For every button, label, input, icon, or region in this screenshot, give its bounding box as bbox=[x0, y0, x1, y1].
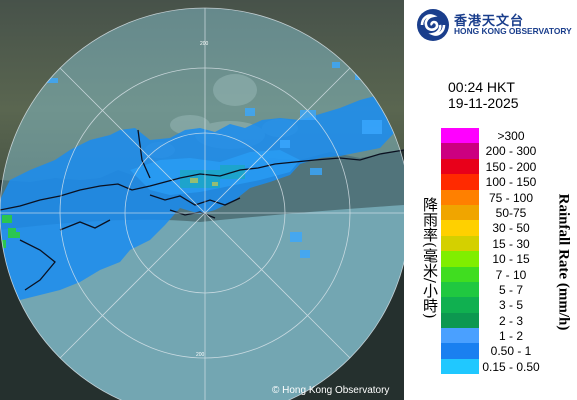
legend-row: 50-75 bbox=[441, 204, 543, 221]
range-ring-label: 200 bbox=[200, 41, 209, 47]
legend-row: 3 - 5 bbox=[441, 297, 543, 313]
legend-row: 30 - 50 bbox=[441, 220, 543, 236]
timestamp-time: 00:24 HKT bbox=[448, 79, 515, 95]
legend-swatch bbox=[441, 297, 479, 313]
rainfall-legend: >300 200 - 300 150 - 200 100 - 150 75 - 100 5… bbox=[441, 128, 543, 375]
legend-label: 5 - 7 bbox=[498, 282, 523, 297]
legend-label: 30 - 50 bbox=[492, 221, 530, 236]
legend-title-english-wrapper: Rainfall Rate (mm/h) bbox=[555, 172, 572, 352]
legend-swatch bbox=[441, 128, 479, 144]
legend-swatch bbox=[441, 328, 479, 344]
legend-label: 75 - 100 bbox=[488, 190, 534, 205]
legend-swatch bbox=[441, 174, 479, 190]
legend-row: 75 - 100 bbox=[441, 189, 543, 205]
timestamp-date: 19-11-2025 bbox=[448, 95, 519, 111]
legend-label: 50-75 bbox=[495, 205, 527, 220]
legend-swatch bbox=[441, 220, 479, 236]
legend-swatch bbox=[441, 358, 479, 375]
radar-map: 200 200 © Hong Kong Observatory bbox=[0, 0, 404, 400]
legend-swatch bbox=[441, 343, 479, 359]
coastlines bbox=[0, 129, 404, 291]
legend-label: >300 bbox=[497, 129, 525, 143]
legend-row: 10 - 15 bbox=[441, 251, 543, 267]
legend-swatch bbox=[441, 143, 479, 159]
range-ring-label: 200 bbox=[196, 352, 205, 358]
legend-title-english: Rainfall Rate (mm/h) bbox=[555, 193, 572, 331]
legend-row: 0.15 - 0.50 bbox=[441, 358, 543, 375]
legend-swatch bbox=[441, 251, 479, 267]
legend-label: 100 - 150 bbox=[485, 175, 537, 190]
legend-label: 1 - 2 bbox=[498, 329, 523, 344]
range-rings bbox=[0, 7, 404, 400]
legend-label: 0.50 - 1 bbox=[490, 344, 532, 359]
legend-row: 15 - 30 bbox=[441, 235, 543, 252]
org-name-english: HONG KONG OBSERVATORY bbox=[454, 26, 572, 36]
legend-label: 0.15 - 0.50 bbox=[482, 359, 540, 374]
legend-panel: 香港天文台 HONG KONG OBSERVATORY 00:24 HKT 19… bbox=[404, 0, 577, 400]
legend-row: 100 - 150 bbox=[441, 174, 543, 190]
legend-row: 2 - 3 bbox=[441, 312, 543, 329]
legend-row: 1 - 2 bbox=[441, 328, 543, 344]
legend-row: 150 - 200 bbox=[441, 158, 543, 175]
copyright-notice: © Hong Kong Observatory bbox=[272, 385, 390, 396]
legend-title-chinese: 降雨率(毫米/小時) bbox=[421, 196, 439, 319]
legend-label: 200 - 300 bbox=[485, 144, 537, 159]
legend-row: >300 bbox=[441, 128, 543, 144]
legend-row: 200 - 300 bbox=[441, 143, 543, 159]
legend-label: 150 - 200 bbox=[485, 159, 537, 174]
legend-swatch bbox=[441, 281, 479, 298]
legend-row: 0.50 - 1 bbox=[441, 343, 543, 359]
radar-map-canvas: 200 200 bbox=[0, 0, 404, 400]
legend-label: 3 - 5 bbox=[498, 298, 523, 313]
legend-swatch bbox=[441, 266, 479, 282]
legend-row: 5 - 7 bbox=[441, 281, 543, 298]
legend-label: 7 - 10 bbox=[495, 267, 527, 282]
legend-label: 15 - 30 bbox=[492, 236, 530, 251]
legend-swatch bbox=[441, 189, 479, 205]
legend-label: 2 - 3 bbox=[498, 313, 523, 328]
legend-row: 7 - 10 bbox=[441, 266, 543, 282]
legend-swatch bbox=[441, 158, 479, 175]
hko-swirl-logo-icon bbox=[417, 9, 449, 41]
legend-swatch bbox=[441, 235, 479, 252]
org-name-chinese: 香港天文台 bbox=[454, 14, 525, 29]
legend-swatch bbox=[441, 312, 479, 329]
legend-label: 10 - 15 bbox=[492, 252, 530, 267]
legend-swatch bbox=[441, 204, 479, 221]
